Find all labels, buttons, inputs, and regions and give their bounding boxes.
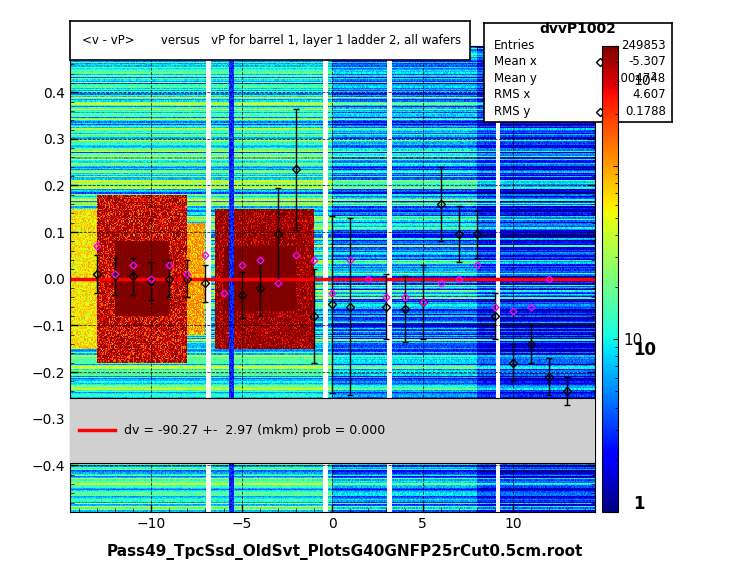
Text: dvvP1002: dvvP1002: [539, 22, 617, 36]
Text: dv = -90.27 +-  2.97 (mkm) prob = 0.000: dv = -90.27 +- 2.97 (mkm) prob = 0.000: [124, 424, 385, 437]
Text: $10^2$: $10^2$: [633, 71, 658, 89]
Text: Mean x: Mean x: [494, 55, 537, 68]
Text: 10: 10: [633, 341, 655, 359]
Text: 4.607: 4.607: [633, 88, 666, 101]
Text: RMS x: RMS x: [494, 88, 530, 101]
Text: RMS y: RMS y: [494, 105, 530, 118]
Text: -0.004748: -0.004748: [606, 72, 666, 85]
Text: Pass49_TpcSsd_OldSvt_PlotsG40GNFP25rCut0.5cm.root: Pass49_TpcSsd_OldSvt_PlotsG40GNFP25rCut0…: [106, 545, 584, 560]
Text: Mean y: Mean y: [494, 72, 537, 85]
Text: 249853: 249853: [622, 39, 666, 52]
Text: Entries: Entries: [494, 39, 535, 52]
Text: -5.307: -5.307: [628, 55, 666, 68]
Text: <v - vP>       versus   vP for barrel 1, layer 1 ladder 2, all wafers: <v - vP> versus vP for barrel 1, layer 1…: [81, 34, 461, 47]
Bar: [70, 398, 595, 463]
Text: 0.1788: 0.1788: [625, 105, 666, 118]
Text: 1: 1: [633, 494, 644, 513]
